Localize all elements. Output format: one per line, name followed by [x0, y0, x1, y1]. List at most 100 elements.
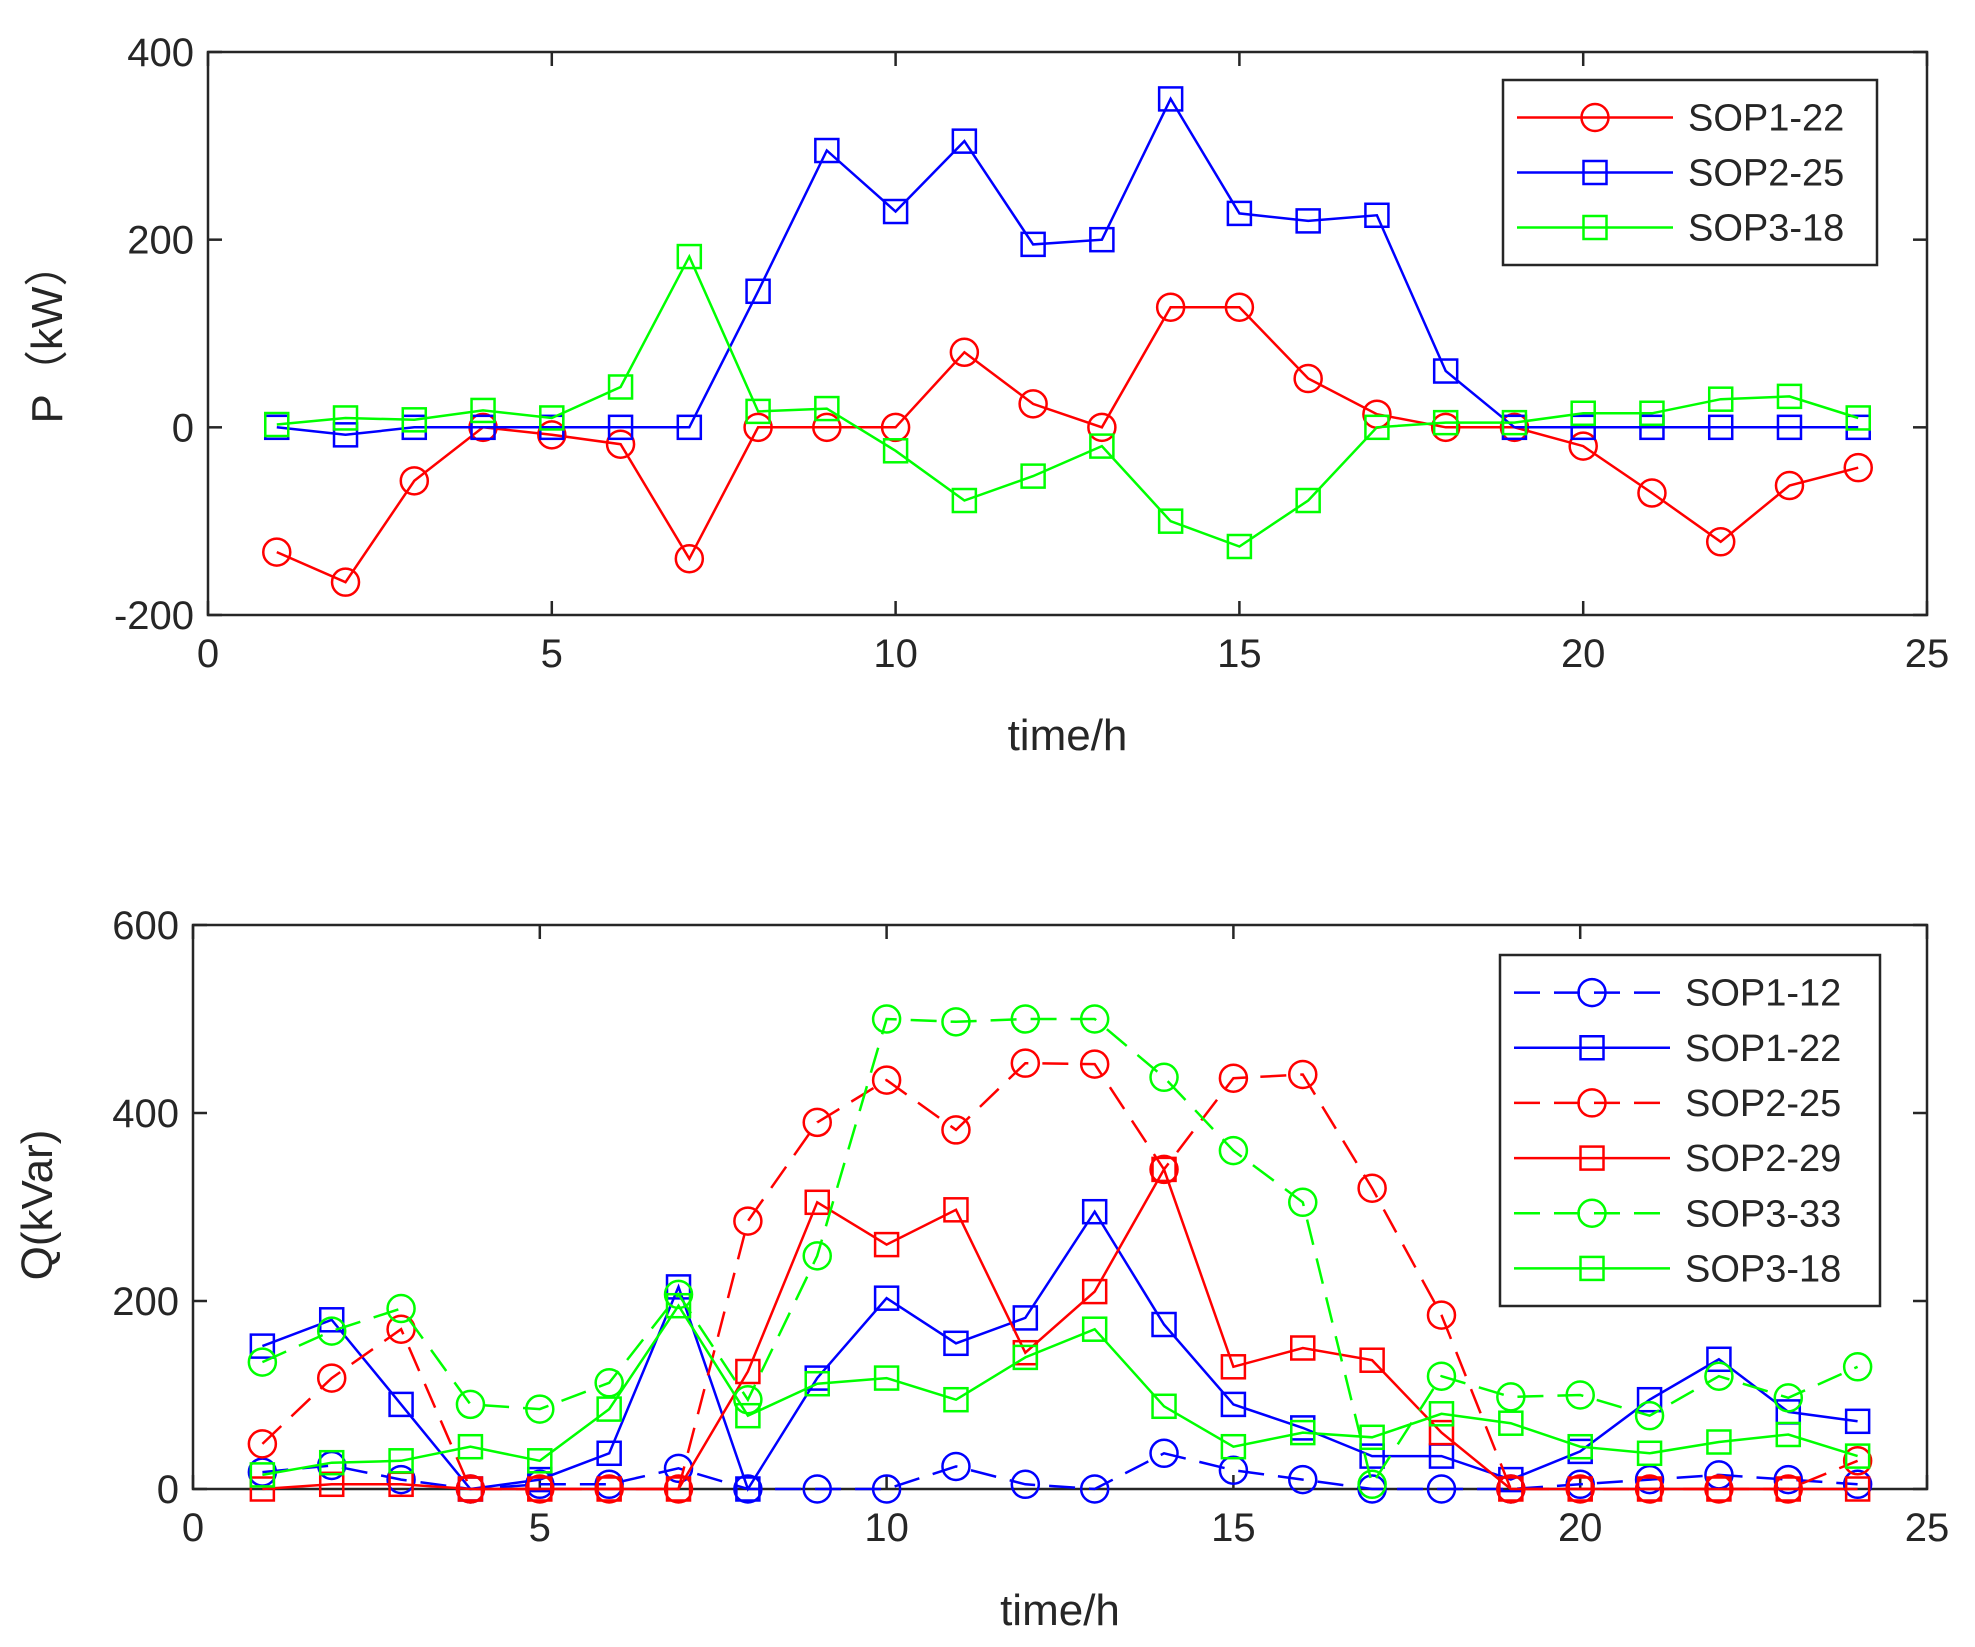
data-point-marker	[1288, 1187, 1318, 1218]
data-point-marker	[1081, 1198, 1108, 1225]
data-point-marker	[1426, 1361, 1457, 1391]
legend-label: SOP2-25	[1685, 1083, 1841, 1125]
data-point-marker	[1018, 389, 1048, 419]
data-point-marker	[812, 412, 842, 443]
data-point-marker	[596, 1396, 622, 1422]
data-point-marker	[1012, 1344, 1039, 1371]
data-point-marker	[882, 438, 909, 464]
data-point-marker	[457, 1433, 484, 1460]
legend-label: SOP1-22	[1685, 1028, 1841, 1070]
legend-item: SOP3-18	[1514, 1248, 1841, 1290]
data-point-marker	[1288, 1059, 1318, 1090]
y-tick-label: 400	[127, 31, 194, 75]
data-point-marker	[318, 1471, 345, 1498]
x-tick-label: 5	[541, 632, 563, 676]
data-point-marker	[607, 374, 634, 400]
data-point-marker	[1639, 414, 1665, 441]
legend-label: SOP1-22	[1688, 98, 1844, 140]
data-point-marker	[941, 1007, 971, 1037]
data-point-marker	[1498, 1476, 1524, 1502]
x-tick-label: 10	[864, 1506, 909, 1550]
data-point-marker	[1220, 1391, 1247, 1418]
data-point-marker	[1773, 1464, 1804, 1495]
x-tick-label: 15	[1217, 632, 1262, 676]
legend-label: SOP2-25	[1688, 153, 1844, 195]
data-point-marker	[873, 1365, 900, 1391]
data-point-marker	[264, 411, 290, 438]
data-point-marker	[455, 1389, 486, 1420]
data-point-marker	[1842, 1446, 1873, 1476]
data-point-marker	[1639, 400, 1665, 427]
data-point-marker	[1636, 1440, 1663, 1467]
data-point-marker	[457, 1476, 484, 1502]
data-point-marker	[1079, 1474, 1110, 1504]
data-point-marker	[247, 1347, 278, 1377]
data-point-marker	[871, 1474, 902, 1504]
data-point-marker	[1706, 1346, 1732, 1373]
series-line	[261, 1017, 1859, 1488]
data-point-marker	[1844, 1443, 1871, 1469]
data-point-marker	[1580, 102, 1610, 133]
data-point-marker	[1218, 1135, 1249, 1166]
legend-item: SOP1-22	[1514, 1028, 1841, 1070]
data-point-marker	[262, 537, 292, 567]
data-point-marker	[735, 1402, 761, 1429]
data-point-marker	[316, 1316, 347, 1346]
data-point-marker	[1637, 478, 1667, 508]
data-point-marker	[525, 1394, 555, 1424]
data-point-marker	[1582, 159, 1608, 186]
data-point-marker	[1149, 1062, 1179, 1093]
data-point-marker	[1226, 200, 1253, 227]
data-point-marker	[1224, 292, 1255, 322]
data-point-marker	[1226, 533, 1253, 560]
data-point-marker	[1582, 214, 1608, 241]
data-point-marker	[1707, 386, 1734, 412]
y-axis-label: Q(kVar)	[13, 1130, 62, 1281]
data-point-marker	[1079, 1049, 1110, 1079]
series-SOP3-33	[247, 1004, 1873, 1500]
data-point-marker	[1089, 433, 1115, 459]
data-point-marker	[871, 1004, 902, 1034]
data-point-marker	[1843, 452, 1873, 483]
data-point-marker	[733, 1384, 763, 1415]
data-point-marker	[388, 1391, 414, 1418]
data-point-marker	[943, 1197, 969, 1223]
data-point-marker	[1577, 1088, 1607, 1118]
data-point-marker	[332, 422, 359, 448]
data-point-marker	[401, 407, 428, 433]
data-point-marker	[1567, 1433, 1593, 1460]
data-point-marker	[1010, 1048, 1041, 1078]
data-point-marker	[871, 1065, 902, 1095]
chart-p-active-power: 0 5 10 15 20 25-2000200400time/hP（kW）SOP1-22S…	[23, 31, 1949, 760]
y-tick-label: 400	[112, 1092, 179, 1136]
legend-item: SOP1-12	[1514, 973, 1841, 1015]
x-tick-label: 5	[529, 1506, 551, 1550]
data-point-marker	[1432, 409, 1459, 436]
data-point-marker	[1775, 1476, 1802, 1502]
data-point-marker	[941, 1115, 971, 1145]
data-point-marker	[1776, 414, 1803, 441]
data-point-marker	[802, 1241, 832, 1271]
data-point-marker	[1293, 363, 1323, 394]
y-axis-label: P（kW）	[23, 243, 72, 424]
data-point-marker	[733, 1474, 763, 1504]
data-point-marker	[249, 1333, 276, 1359]
data-point-marker	[316, 1363, 347, 1393]
data-point-marker	[745, 398, 771, 425]
legend-item: SOP2-25	[1517, 153, 1844, 195]
data-point-marker	[1773, 1383, 1804, 1413]
data-point-marker	[1020, 463, 1046, 489]
x-axis-label: time/h	[1000, 1586, 1120, 1635]
data-point-marker	[1501, 409, 1528, 436]
data-point-marker	[943, 1386, 969, 1413]
data-point-marker	[1844, 1408, 1871, 1435]
data-point-marker	[1842, 1469, 1873, 1500]
chart-q-reactive-power: 0 5 10 15 20 25 0 200 400 600 time/h Q(kVar) SOP1-12…	[13, 904, 1949, 1635]
y-tick-label: 0	[157, 1468, 179, 1512]
data-point-marker	[247, 1429, 278, 1459]
data-point-marker	[1568, 431, 1598, 461]
data-point-marker	[1428, 1401, 1455, 1427]
data-point-marker	[1705, 527, 1736, 557]
data-point-marker	[1577, 1198, 1607, 1228]
data-point-marker	[804, 1370, 830, 1397]
